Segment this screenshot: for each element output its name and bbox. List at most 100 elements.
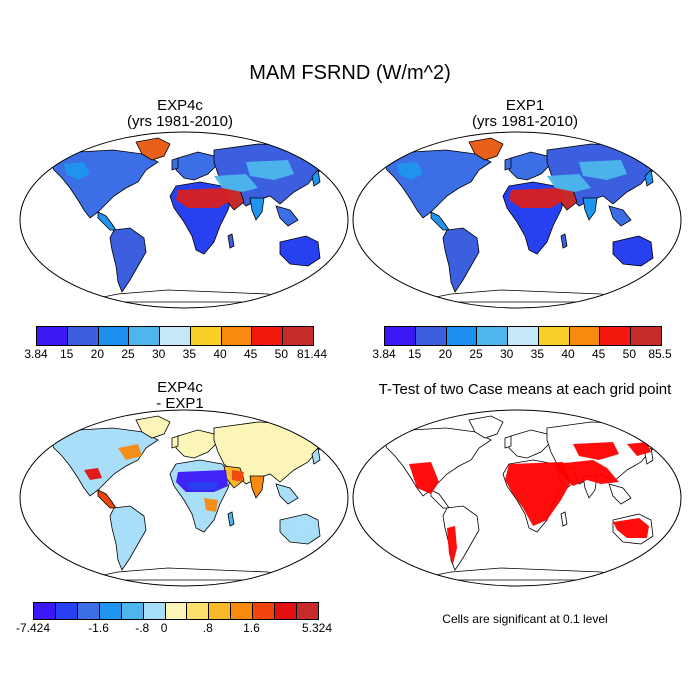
colorbar-tick-label: 20	[438, 347, 453, 361]
field-region	[613, 518, 649, 538]
colorbar-swatch	[569, 327, 601, 345]
colorbar-swatch	[143, 603, 166, 619]
exp1-title-line2: (yrs 1981-2010)	[472, 113, 578, 130]
colorbar-tick-label: .8	[202, 621, 213, 635]
field-region	[232, 470, 244, 482]
field-region	[214, 174, 258, 192]
map-exp1	[352, 131, 682, 309]
colorbar-tick-label: -.8	[135, 621, 150, 635]
ttest-note: Cells are significant at 0.1 level	[442, 612, 608, 626]
continent-centralam	[97, 489, 117, 509]
colorbar-swatch	[252, 327, 284, 345]
colorbar-tick-label: 5.324	[301, 621, 333, 635]
continent-antarctica	[77, 567, 299, 581]
continent-uk	[504, 157, 512, 171]
continent-antarctica	[77, 289, 299, 303]
field-region	[246, 160, 294, 180]
colorbar-swatch	[275, 603, 298, 619]
colorbar-swatch	[187, 603, 210, 619]
colorbar-exp4c	[36, 326, 314, 346]
continent-antarctica	[410, 567, 632, 581]
continent-madagascar	[560, 233, 568, 249]
colorbar-tick-label: 85.5	[648, 347, 672, 361]
continent-japan	[644, 169, 654, 187]
colorbar-swatch	[283, 327, 314, 345]
colorbar-tick-label: 45	[243, 347, 258, 361]
colorbar-swatch	[55, 603, 78, 619]
colorbar-swatch	[253, 603, 276, 619]
map-border	[19, 131, 349, 309]
continent-madagascar	[227, 511, 235, 527]
colorbar-swatch	[231, 603, 254, 619]
colorbar-tick-label: -7.424	[15, 621, 51, 635]
colorbar-swatch	[165, 603, 188, 619]
continent-namerica	[47, 427, 159, 497]
field-region	[204, 498, 218, 512]
field-region	[447, 526, 457, 564]
colorbar-tick-label: 25	[121, 347, 135, 361]
exp4c-title-line1: EXP4c	[157, 97, 203, 114]
colorbar-tick-label: 35	[182, 347, 197, 361]
field-region	[627, 442, 651, 456]
field-region	[118, 444, 142, 460]
colorbar-tick-label: 81.44	[296, 347, 328, 361]
continent-europe	[508, 429, 550, 459]
continent-uk	[504, 435, 512, 449]
exp1-title-line1: EXP1	[505, 97, 545, 114]
diff-title-line1: EXP4c	[157, 379, 203, 396]
map-border	[352, 131, 682, 309]
colorbar-swatch	[631, 327, 662, 345]
field-region	[509, 188, 565, 208]
colorbar-exp4c-labels: 3.84 15 20 25 30 35 40 45 50 81.44	[24, 347, 327, 363]
continent-samerica	[109, 227, 147, 293]
colorbar-swatch	[538, 327, 570, 345]
continent-india	[582, 197, 598, 221]
continent-japan	[311, 447, 321, 465]
colorbar-tick-label: 1.6	[243, 621, 260, 635]
continent-seasia	[608, 483, 632, 505]
colorbar-swatch	[121, 603, 144, 619]
field-region	[84, 468, 102, 480]
colorbar-tick-label: 30	[499, 347, 514, 361]
continent-uk	[171, 157, 179, 171]
colorbar-swatch	[297, 603, 318, 619]
continent-samerica	[442, 227, 480, 293]
continent-greenland	[135, 137, 171, 161]
field-region	[64, 162, 90, 180]
colorbar-tick-label: 40	[561, 347, 575, 361]
colorbar-swatch	[129, 327, 161, 345]
colorbar-tick-label: 40	[213, 347, 227, 361]
colorbar-swatch	[99, 603, 122, 619]
field-region	[505, 462, 571, 526]
continent-seasia	[275, 483, 299, 505]
colorbar-swatch	[160, 327, 191, 345]
field-region	[555, 460, 619, 486]
continent-centralam	[97, 211, 117, 231]
field-region	[397, 162, 423, 180]
colorbar-swatch	[77, 603, 100, 619]
diff-title: EXP4c - EXP1	[60, 380, 300, 412]
continent-seasia	[608, 205, 632, 227]
exp4c-title-line2: (yrs 1981-2010)	[127, 113, 233, 130]
colorbar-swatch	[67, 327, 99, 345]
field-region	[579, 160, 627, 180]
colorbar-exp1	[384, 326, 662, 346]
colorbar-tick-label: -1.6	[88, 621, 109, 635]
colorbar-tick-label: 0	[160, 621, 168, 635]
colorbar-tick-label: 50	[622, 347, 637, 361]
colorbar-swatch	[221, 327, 253, 345]
continent-europe	[175, 429, 217, 459]
colorbar-tick-label: 3.84	[372, 347, 396, 361]
colorbar-swatch	[98, 327, 130, 345]
continent-greenland	[468, 415, 504, 439]
colorbar-tick-label: 45	[591, 347, 606, 361]
colorbar-diff	[33, 602, 319, 620]
colorbar-tick-label: 35	[530, 347, 545, 361]
continent-centralam	[430, 489, 450, 509]
continent-namerica	[380, 427, 492, 497]
continent-samerica	[109, 505, 147, 571]
diff-title-line2: - EXP1	[156, 395, 204, 412]
colorbar-swatch	[415, 327, 447, 345]
map-border	[352, 409, 682, 587]
main-title: MAM FSRND (W/m^2)	[249, 62, 451, 84]
